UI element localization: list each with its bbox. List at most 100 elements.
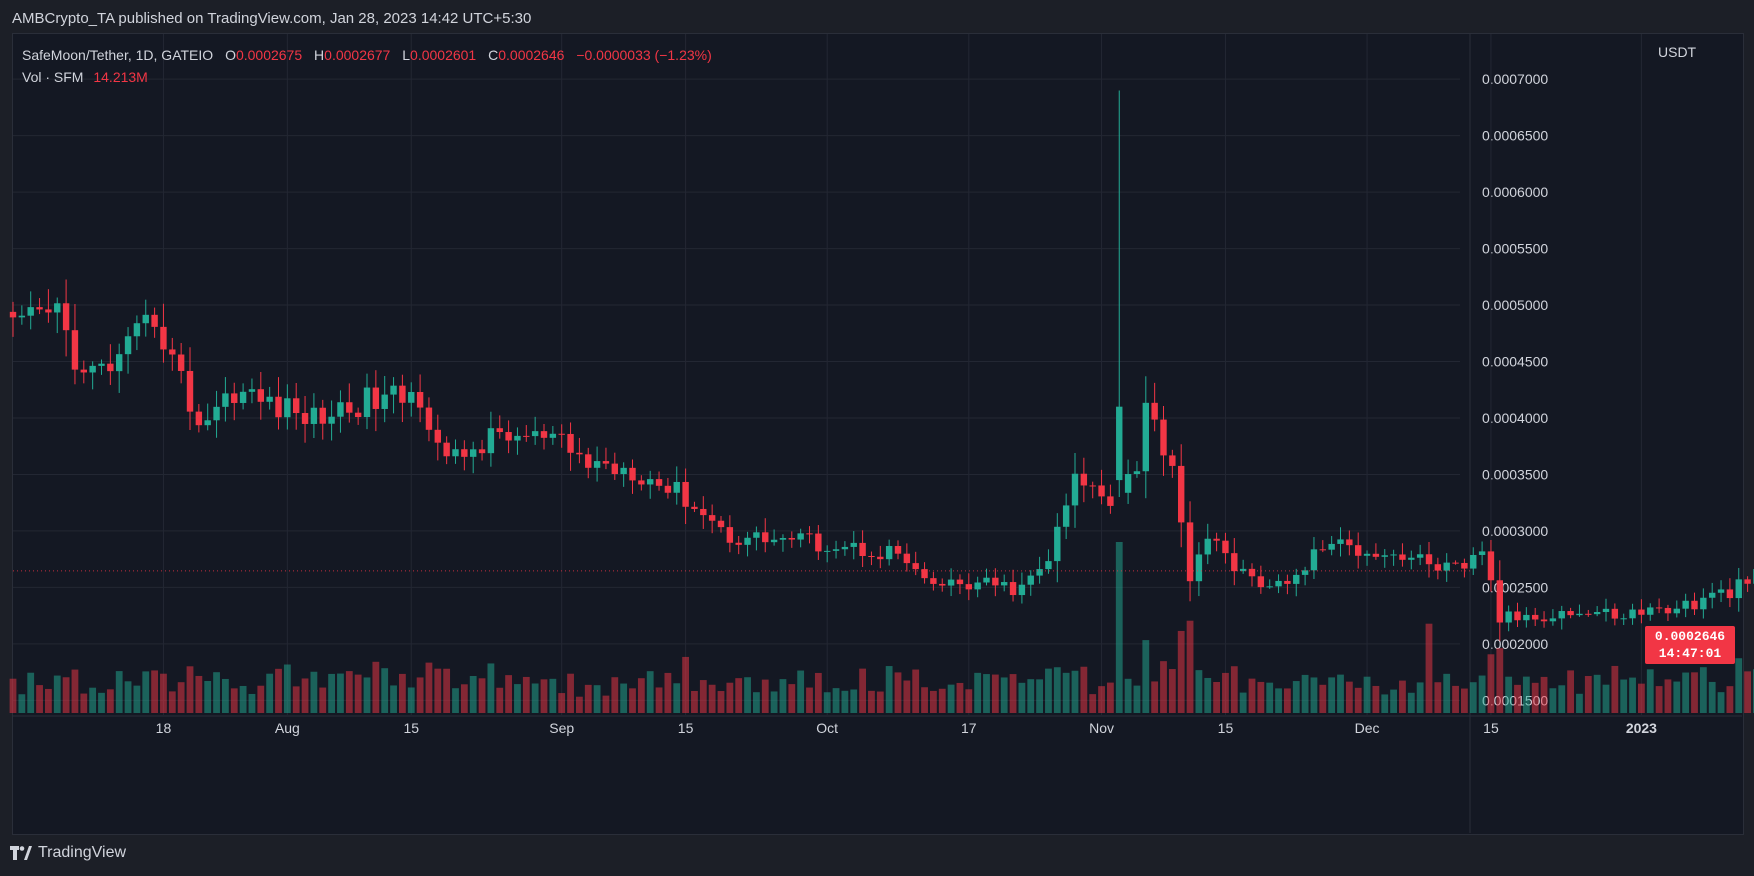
volume-bar — [1452, 685, 1459, 713]
volume-bar — [761, 679, 769, 713]
volume-bar — [1381, 694, 1389, 713]
volume-bar — [1611, 665, 1619, 713]
candle-body — [815, 533, 822, 552]
volume-bar — [868, 690, 875, 713]
candle-body — [1372, 553, 1380, 557]
volume-line: Vol · SFM 14.213M — [22, 66, 712, 88]
y-tick-label: 0.0006500 — [1482, 128, 1548, 144]
candle-body — [1487, 551, 1495, 581]
candle-body — [620, 467, 627, 475]
candle-body — [1098, 485, 1105, 497]
candle-body — [1257, 576, 1265, 588]
y-tick-label: 0.0003000 — [1482, 523, 1548, 539]
volume-bar — [363, 677, 371, 713]
volume-bar — [823, 692, 831, 713]
volume-bar — [584, 684, 592, 713]
volume-bar — [71, 669, 79, 713]
volume-bar — [1186, 620, 1194, 713]
candle-body — [1018, 584, 1026, 596]
candle-body — [806, 533, 813, 535]
candle-body — [239, 391, 247, 403]
tradingview-logo-icon[interactable] — [10, 846, 32, 860]
volume-bar — [1487, 654, 1495, 713]
candle-body — [682, 481, 689, 507]
candle-body — [611, 463, 618, 475]
volume-bar — [1461, 688, 1468, 713]
volume-bar — [319, 687, 327, 713]
volume-bar — [841, 690, 849, 713]
volume-bar — [753, 692, 760, 713]
candle-body — [1717, 589, 1725, 593]
candle-body — [947, 579, 955, 586]
volume-bar — [1248, 678, 1256, 713]
volume-bar — [133, 685, 141, 713]
volume-bar — [1027, 679, 1035, 713]
volume-bar — [18, 694, 26, 713]
candle-body — [151, 314, 158, 327]
candle-body — [1328, 543, 1335, 550]
candle-body — [983, 577, 990, 583]
close-value: 0.0002646 — [498, 47, 565, 63]
candle-body — [1540, 619, 1548, 622]
open-label: O — [225, 47, 236, 63]
candle-body — [1381, 555, 1388, 557]
x-tick-label: 17 — [961, 720, 977, 736]
volume-label[interactable]: Vol · SFM — [22, 69, 84, 85]
candle-body — [1045, 561, 1052, 570]
volume-bar — [1558, 685, 1566, 713]
volume-bar — [1089, 694, 1097, 713]
volume-bar — [1682, 672, 1690, 713]
volume-bar — [496, 687, 504, 713]
volume-bar — [301, 678, 309, 713]
candle-body — [257, 389, 264, 402]
volume-bar — [850, 689, 858, 713]
candle-body — [1726, 589, 1734, 599]
candle-body — [1293, 574, 1300, 584]
x-tick-label: 2023 — [1626, 720, 1657, 736]
volume-bar — [222, 678, 229, 713]
volume-bar — [9, 678, 17, 713]
x-tick-label: 15 — [678, 720, 694, 736]
candle-body — [779, 537, 787, 540]
brand-name[interactable]: TradingView — [38, 844, 127, 861]
volume-bar — [1602, 684, 1610, 713]
candle-body — [27, 307, 34, 316]
volume-bar — [1301, 674, 1309, 713]
volume-bar — [682, 656, 689, 713]
volume-bar — [629, 688, 636, 713]
symbol-label[interactable]: SafeMoon/Tether, 1D, GATEIO — [22, 47, 214, 63]
volume-bar — [1443, 673, 1451, 713]
volume-bar — [708, 684, 716, 713]
candle-body — [664, 485, 672, 493]
candle-body — [248, 389, 256, 392]
volume-bar — [1328, 677, 1336, 713]
volume-bar — [1337, 674, 1344, 713]
volume-bar — [991, 674, 999, 713]
y-tick-label: 0.0005000 — [1482, 297, 1548, 313]
candle-body — [1700, 597, 1707, 610]
candle-body — [301, 413, 309, 424]
candle-body — [1266, 586, 1273, 588]
candle-body — [195, 411, 203, 426]
candle-body — [1116, 406, 1123, 481]
candle-body — [956, 579, 964, 585]
candle-body — [284, 398, 291, 418]
y-tick-label: 0.0003500 — [1482, 466, 1548, 482]
candle-body — [1655, 607, 1663, 609]
volume-bar — [1142, 640, 1150, 713]
volume-bar — [1708, 681, 1716, 713]
candle-body — [770, 539, 778, 543]
volume-bar — [1319, 684, 1327, 713]
y-tick-label: 0.0002500 — [1482, 579, 1548, 595]
candle-body — [169, 349, 176, 355]
price-unit: USDT — [1658, 44, 1697, 60]
volume-bar — [106, 689, 114, 713]
candle-body — [1709, 592, 1716, 598]
candle-body — [708, 515, 716, 521]
candle-body — [841, 546, 849, 550]
candle-body — [381, 394, 388, 409]
volume-bar — [505, 675, 512, 713]
candle-body — [1496, 580, 1503, 623]
volume-bar — [1284, 688, 1291, 713]
